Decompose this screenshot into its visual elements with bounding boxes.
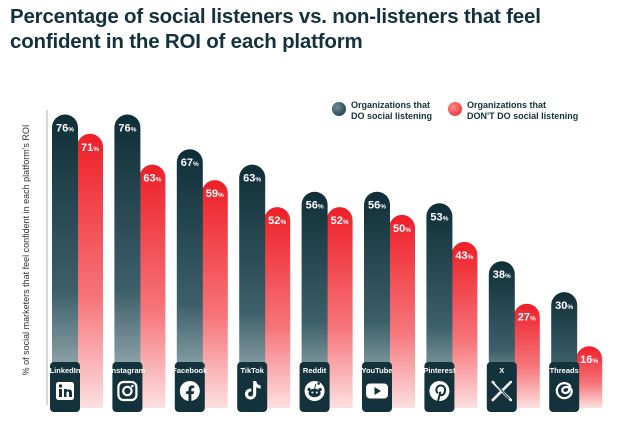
value-label-do-instagram: 76%	[118, 122, 136, 134]
chart-title: Percentage of social listeners vs. non-l…	[10, 5, 541, 53]
category-label-threads: Threads	[550, 366, 579, 375]
value-label-do-reddit: 56%	[306, 200, 324, 212]
youtube-icon	[366, 383, 388, 399]
category-label-x: X	[499, 366, 504, 375]
legend-swatch-do	[332, 102, 346, 116]
value-label-do-youtube: 56%	[368, 200, 386, 212]
bar-dont-x	[513, 303, 540, 408]
value-label-do-tiktok: 63%	[243, 173, 261, 185]
value-label-do-x: 38%	[493, 269, 511, 281]
category-label-reddit: Reddit	[303, 366, 327, 375]
value-label-dont-x: 27%	[518, 312, 536, 324]
value-label-do-linkedin: 76%	[56, 122, 74, 134]
instagram-icon	[117, 380, 138, 402]
legend-label-do: Organizations that DO social listening	[351, 100, 432, 122]
bar-do-linkedin	[52, 114, 78, 408]
pinterest-icon	[429, 381, 450, 402]
legend-swatch-dont	[448, 102, 463, 116]
legend-label-do-line2: DO social listening	[351, 111, 433, 121]
value-label-dont-tiktok: 52%	[268, 215, 286, 227]
value-label-dont-threads: 16%	[580, 354, 598, 366]
tiktok-icon	[244, 381, 261, 400]
legend-item-do: Organizations that DO social listening	[332, 100, 432, 122]
value-label-dont-linkedin: 71%	[81, 142, 99, 154]
category-label-tiktok: TikTok	[240, 366, 264, 375]
value-label-do-facebook: 67%	[181, 157, 199, 169]
bar-do-tiktok	[239, 164, 266, 408]
value-label-dont-facebook: 59%	[206, 188, 224, 200]
legend-label-dont-line1: Organizations that	[467, 100, 547, 110]
reddit-icon	[304, 381, 325, 401]
bar-dont-linkedin	[77, 133, 103, 408]
legend-label-do-line1: Organizations that	[351, 100, 431, 110]
bar-dont-reddit	[326, 207, 353, 408]
value-label-dont-pinterest: 43%	[455, 250, 473, 262]
category-label-youtube: YouTube	[362, 366, 393, 375]
category-label-facebook: Facebook	[172, 366, 208, 375]
bar-do-youtube	[364, 191, 390, 408]
legend-item-dont: Organizations that DON'T DO social liste…	[448, 100, 578, 122]
bar-dont-tiktok	[264, 207, 291, 408]
x-icon	[491, 380, 513, 402]
category-tab-tiktok	[237, 362, 268, 412]
value-label-dont-reddit: 52%	[331, 215, 349, 227]
legend-label-dont: Organizations that DON'T DO social liste…	[467, 100, 578, 122]
value-label-do-pinterest: 53%	[430, 211, 448, 223]
facebook-icon	[179, 381, 200, 401]
value-label-do-threads: 30%	[555, 300, 573, 312]
value-label-dont-instagram: 63%	[143, 173, 161, 185]
bar-dont-youtube	[389, 214, 415, 408]
linkedin-icon	[56, 382, 74, 400]
bar-dont-instagram	[139, 164, 166, 408]
bar-dont-facebook	[201, 180, 228, 408]
value-label-dont-youtube: 50%	[393, 223, 411, 235]
category-label-pinterest: Pinterest	[423, 366, 456, 375]
category-label-instagram: Instagram	[109, 366, 145, 375]
bar-dont-pinterest	[451, 241, 478, 408]
legend-label-dont-line2: DON'T DO social listening	[467, 111, 579, 121]
bar-dont-threads	[576, 346, 603, 408]
bar-do-reddit	[301, 191, 328, 408]
legend: Organizations that DO social listening O…	[332, 100, 578, 122]
bar-do-instagram	[114, 114, 141, 408]
bar-do-facebook	[176, 149, 203, 408]
threads-icon	[555, 382, 573, 400]
category-label-linkedin: LinkedIn	[50, 366, 81, 375]
bar-do-pinterest	[426, 203, 453, 408]
